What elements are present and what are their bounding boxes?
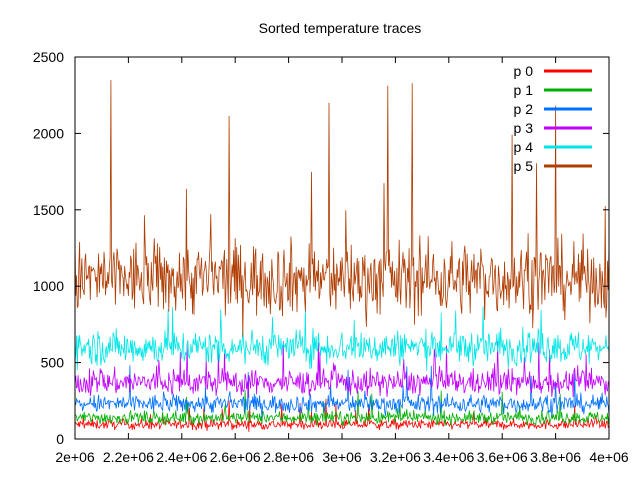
y-tick-label: 2500 (33, 49, 64, 65)
legend-label: p 5 (514, 158, 534, 174)
series-line-p2 (74, 365, 610, 419)
x-tick-label: 2.4e+06 (156, 449, 207, 465)
x-tick-label: 2e+06 (55, 449, 95, 465)
series-line-p4 (74, 306, 610, 371)
chart-title: Sorted temperature traces (259, 20, 422, 36)
y-tick-label: 2000 (33, 125, 64, 141)
legend-label: p 4 (514, 139, 534, 155)
x-tick-label: 2.2e+06 (103, 449, 154, 465)
legend-label: p 1 (514, 82, 534, 98)
series-layer (74, 80, 610, 432)
y-tick-label: 1500 (33, 202, 64, 218)
x-tick-label: 4e+06 (589, 449, 629, 465)
x-tick-label: 3.2e+06 (370, 449, 421, 465)
y-tick-label: 1000 (33, 278, 64, 294)
legend-label: p 3 (514, 120, 534, 136)
x-tick-label: 3.6e+06 (477, 449, 528, 465)
x-tick-label: 2.8e+06 (263, 449, 314, 465)
y-tick-label: 500 (41, 355, 65, 371)
legend-label: p 0 (514, 63, 534, 79)
series-line-p5 (74, 80, 610, 337)
x-tick-label: 3.8e+06 (530, 449, 581, 465)
y-tick-label: 0 (56, 431, 64, 447)
x-tick-label: 3.4e+06 (423, 449, 474, 465)
series-line-p3 (74, 341, 610, 398)
ticks-layer: 2e+06 2.2e+06 2.4e+06 2.6e+06 2.8e+06 3e+06 3.… (33, 49, 629, 465)
legend: p 0 p 1 p 2 p 3 p 4 p 5 (514, 63, 592, 174)
x-tick-label: 3e+06 (322, 449, 362, 465)
legend-label: p 2 (514, 101, 534, 117)
x-tick-label: 2.6e+06 (210, 449, 261, 465)
